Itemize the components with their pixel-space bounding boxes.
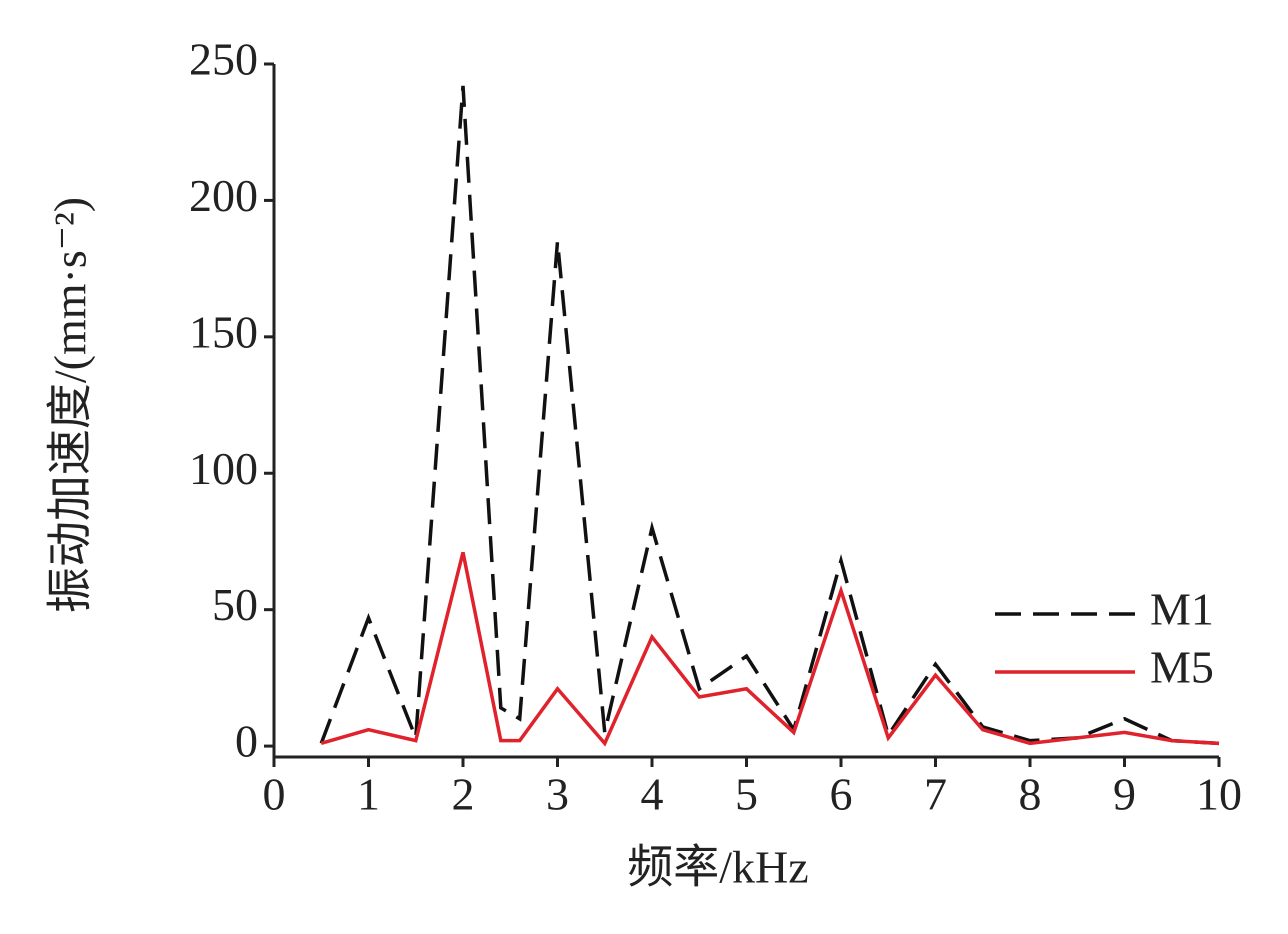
x-tick-label: 0 [263, 769, 286, 820]
y-tick-label: 100 [189, 443, 258, 494]
y-tick-label: 50 [212, 579, 258, 630]
x-tick-label: 1 [357, 769, 380, 820]
y-tick-label: 250 [189, 34, 258, 85]
x-tick-label: 8 [1019, 769, 1042, 820]
series-line [320, 551, 1220, 747]
x-axis-label: 频率/kHz [627, 842, 808, 893]
legend-label: M1 [1150, 584, 1214, 635]
x-tick-label: 5 [735, 769, 758, 820]
x-tick-label: 9 [1113, 769, 1136, 820]
x-tick-label: 3 [546, 769, 569, 820]
y-tick-label: 0 [235, 716, 258, 767]
y-axis-label: 振动加速度/(mm·s⁻²) [45, 197, 96, 613]
y-tick-label: 150 [189, 306, 258, 357]
x-tick-label: 6 [830, 769, 853, 820]
y-tick-label: 200 [189, 170, 258, 221]
legend-label: M5 [1150, 642, 1214, 693]
series-line [319, 85, 1220, 746]
x-tick-label: 10 [1196, 769, 1242, 820]
x-tick-label: 7 [924, 769, 947, 820]
x-tick-label: 4 [641, 769, 664, 820]
x-tick-label: 2 [452, 769, 475, 820]
